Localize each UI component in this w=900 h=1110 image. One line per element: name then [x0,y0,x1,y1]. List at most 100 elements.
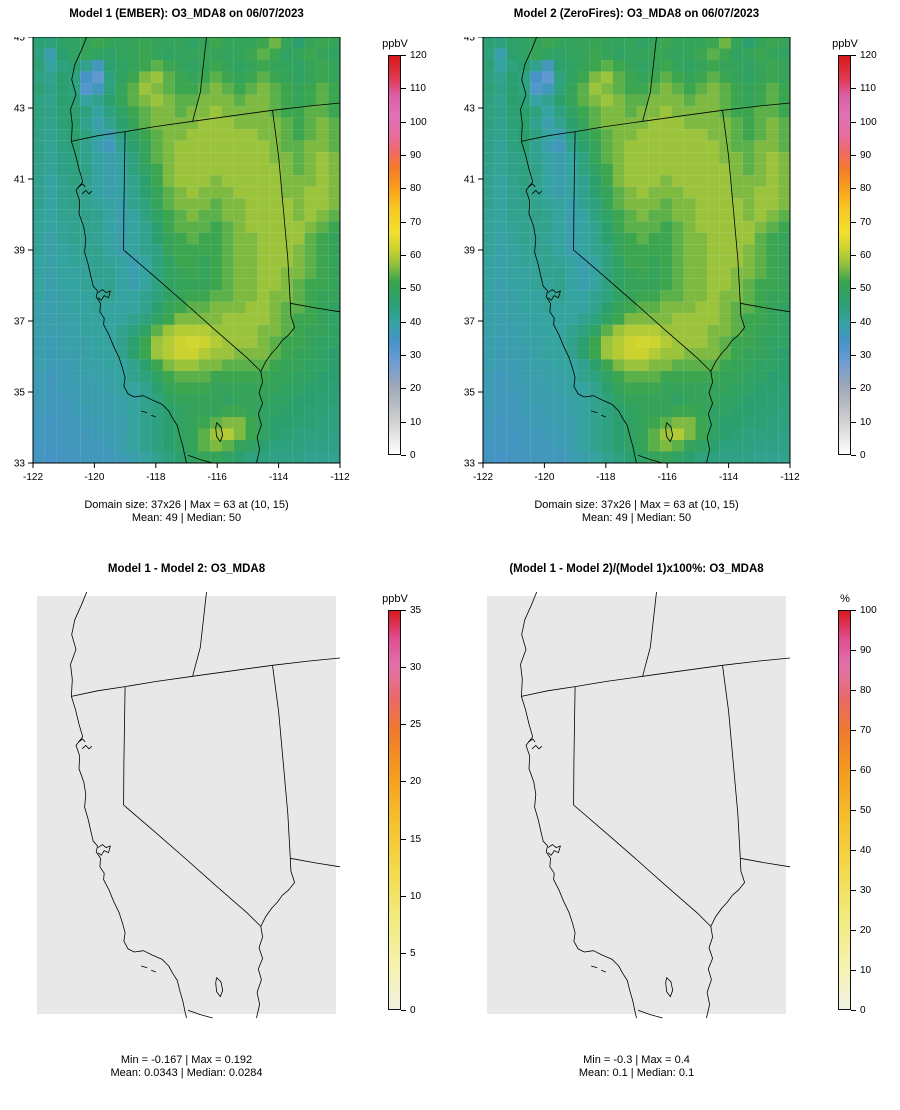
map-plot-svg: -122 -120 -118 -116 -114 -112 33 35 37 39 41 43 45 [464,37,800,483]
stats-caption-line1: Min = -0.167 | Max = 0.192 [120,1054,253,1066]
outline-idaho-border [192,592,207,677]
stats-caption-line2: Mean: 49 | Median: 50 [581,512,692,524]
y-axis-tick-label: 45 [464,37,476,44]
outline-colorado-river-lower [256,371,264,464]
x-axis-tick-label: -118 [146,472,166,483]
y-axis-tick-label: 35 [464,388,476,399]
stats-caption-line2: Mean: 0.1 | Median: 0.1 [578,1067,695,1079]
x-axis-tick-label: -112 [780,472,800,483]
outline-colorado-river-upper [710,303,746,372]
outline-utah-border-42n [272,657,341,666]
outline-nevada-utah-border [722,665,741,859]
outline-ca-nv-border-diagonal [573,804,712,927]
outline-sf-bay [97,844,111,856]
stats-caption-line1: Min = -0.3 | Max = 0.4 [583,1054,690,1066]
outline-sf-bay [547,289,561,301]
outline-salton-sea [215,422,224,443]
outline-utah-arizona-border-37n [740,857,791,868]
outline-salton-sea [215,977,224,998]
panel-title: Model 1 - Model 2: O3_MDA8 [107,563,266,575]
outline-sf-bay [547,844,561,856]
colorbar-unit-label: ppbV [382,38,408,50]
outline-salton-sea [665,422,674,443]
colorbar-ticks: 0 10 20 30 40 50 60 70 80 90 100 110 120 [851,50,897,461]
outline-channel-island-1 [590,965,598,969]
y-axis-tick-label: 33 [464,459,476,470]
outline-oregon-border-42n [521,664,723,697]
x-axis-tick-label: -112 [330,472,350,483]
panel-title: (Model 1 - Model 2)/(Model 1)x100%: O3_M… [509,563,764,575]
x-axis-tick-label: -122 [473,472,493,483]
outline-north-coast-rivers-1 [78,738,86,743]
outline-ca-nv-border-vertical [123,686,126,806]
y-axis-tick-label: 37 [14,317,26,328]
x-axis-tick-label: -118 [596,472,616,483]
panel-title: Model 2 (ZeroFires): O3_MDA8 on 06/07/20… [513,8,760,20]
y-axis-tick-label: 39 [464,246,476,257]
outline-north-coast-rivers-2 [81,189,93,195]
outline-north-coast-rivers-1 [78,183,86,188]
outline-channel-island-2 [151,969,156,973]
outline-channel-island-2 [151,414,156,418]
outline-utah-border-42n [722,657,791,666]
outline-colorado-river-upper [260,858,296,927]
outline-nevada-utah-border [272,110,291,304]
colorbar-unit-label: ppbV [832,38,858,50]
stats-caption-line1: Domain size: 37x26 | Max = 63 at (10, 15… [84,499,289,511]
panel-model2: Model 2 (ZeroFires): O3_MDA8 on 06/07/20… [450,0,900,555]
map-model2: -122 -120 -118 -116 -114 -112 33 35 37 39 41 43 45 [450,37,900,499]
outline-colorado-river-upper [710,858,746,927]
outline-channel-island-2 [601,414,606,418]
y-axis-tick-label: 45 [14,37,26,44]
outline-ca-nv-border-vertical [573,131,576,251]
outline-pacific-coastline [70,37,187,464]
outline-pacific-coastline [520,592,637,1019]
colorbar-ticks: 0 5 10 15 20 25 30 35 [401,605,447,1016]
y-axis-tick-label: 43 [464,104,476,115]
outline-colorado-river-upper [260,303,296,372]
x-axis-tick-label: -116 [658,472,678,483]
outline-nevada-utah-border [722,110,741,304]
outline-baja-border [637,1009,663,1019]
outline-colorado-river-lower [256,926,264,1019]
outline-channel-island-1 [590,410,598,414]
y-axis-tick-label: 41 [464,175,476,186]
x-axis-tick-label: -114 [269,472,289,483]
outline-north-coast-rivers-2 [81,744,93,750]
outline-ca-nv-border-diagonal [123,804,262,927]
outline-utah-border-42n [722,102,791,111]
panel-model1: Model 1 (EMBER): O3_MDA8 on 06/07/2023 -… [0,0,450,555]
outline-ca-nv-border-vertical [123,131,126,251]
outline-north-coast-rivers-2 [531,189,543,195]
outline-pacific-coastline [70,592,187,1019]
outline-baja-border [187,1009,213,1019]
outline-sf-bay [97,289,111,301]
outline-idaho-border [642,592,657,677]
y-axis-tick-label: 33 [14,459,26,470]
y-axis-tick-label: 39 [14,246,26,257]
colorbar-ticks: 0 10 20 30 40 50 60 70 80 90 100 110 120 [401,50,447,461]
outline-salton-sea [665,977,674,998]
outline-pacific-coastline [520,37,637,464]
y-axis-tick-label: 35 [14,388,26,399]
x-axis-tick-label: -120 [84,472,104,483]
panel-title: Model 1 (EMBER): O3_MDA8 on 06/07/2023 [69,8,304,20]
colorbar [838,55,851,455]
outline-north-coast-rivers-1 [528,738,536,743]
outline-oregon-border-42n [521,109,723,142]
outline-utah-border-42n [272,102,341,111]
outline-utah-arizona-border-37n [740,302,791,313]
outline-nevada-utah-border [272,665,291,859]
outline-channel-island-1 [140,410,148,414]
outline-idaho-border [642,37,657,122]
map-difference [0,592,450,1054]
outline-ca-nv-border-vertical [573,686,576,806]
x-axis-tick-label: -120 [534,472,554,483]
y-axis-tick-label: 37 [464,317,476,328]
x-axis-tick-label: -116 [208,472,228,483]
colorbar-unit-label: ppbV [382,593,408,605]
outline-oregon-border-42n [71,109,273,142]
outline-channel-island-1 [140,965,148,969]
outline-baja-border [637,454,663,464]
